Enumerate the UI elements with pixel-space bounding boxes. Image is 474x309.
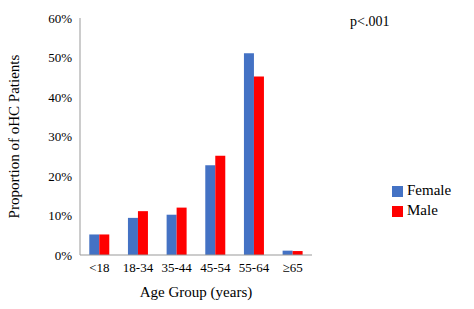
svg-text:10%: 10%: [48, 208, 72, 223]
svg-text:60%: 60%: [48, 11, 72, 26]
svg-text:<18: <18: [89, 260, 109, 275]
svg-text:50%: 50%: [48, 50, 72, 65]
svg-text:55-64: 55-64: [239, 260, 270, 275]
svg-text:Proportion of oHC Patients: Proportion of oHC Patients: [8, 54, 22, 218]
html-text:p<.001: p<.001: [350, 14, 390, 29]
svg-text:0%: 0%: [55, 248, 73, 263]
svg-text:45-54: 45-54: [200, 260, 231, 275]
html-text:Female: Female: [407, 182, 452, 198]
svg-text:35-44: 35-44: [161, 260, 192, 275]
html-text:Male: Male: [407, 202, 438, 218]
svg-text:≥65: ≥65: [283, 260, 303, 275]
svg-text:18-34: 18-34: [123, 260, 154, 275]
svg-text:40%: 40%: [48, 90, 72, 105]
svg-text:30%: 30%: [48, 129, 72, 144]
svg-text:Age Group (years): Age Group (years): [140, 284, 252, 301]
svg-text:20%: 20%: [48, 169, 72, 184]
